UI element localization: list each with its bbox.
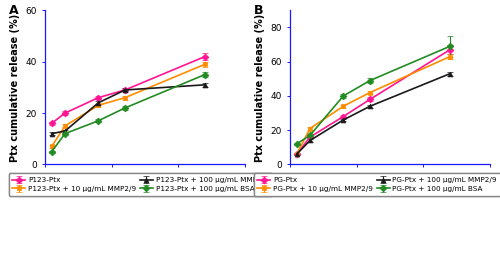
Text: B: B (254, 4, 264, 17)
Y-axis label: Ptx cumulative release (%): Ptx cumulative release (%) (254, 13, 264, 161)
Legend: PG-Ptx, PG-Ptx + 10 μg/mL MMP2/9, PG-Ptx + 100 μg/mL MMP2/9, PG-Ptx + 100 μg/mL : PG-Ptx, PG-Ptx + 10 μg/mL MMP2/9, PG-Ptx… (254, 173, 500, 196)
Legend: P123-Ptx, P123-Ptx + 10 μg/mL MMP2/9, P123-Ptx + 100 μg/mL MMP2/9, P123-Ptx + 10: P123-Ptx, P123-Ptx + 10 μg/mL MMP2/9, P1… (8, 173, 272, 196)
X-axis label: Time (hours): Time (hours) (355, 187, 425, 197)
X-axis label: Time (hours): Time (hours) (110, 187, 180, 197)
Y-axis label: Ptx cumulative release (%): Ptx cumulative release (%) (10, 13, 20, 161)
Text: A: A (9, 4, 18, 17)
